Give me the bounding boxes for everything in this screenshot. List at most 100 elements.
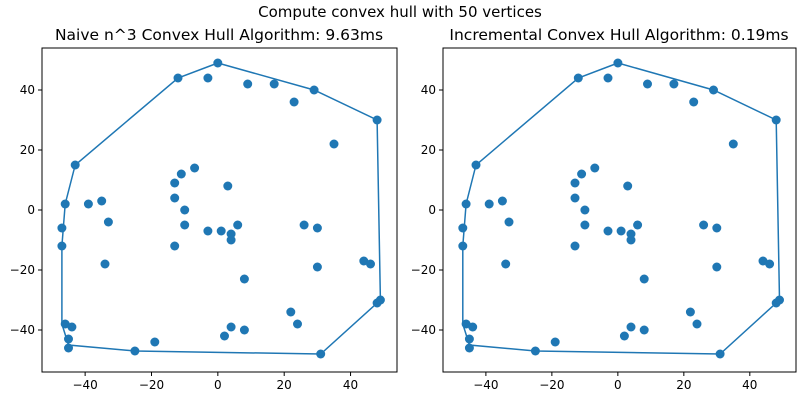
data-point [504, 217, 514, 227]
x-tick-label: 0 [214, 378, 222, 392]
data-point [239, 325, 249, 335]
y-tick-label: 20 [421, 143, 436, 157]
data-point [83, 199, 93, 209]
x-tick-label: 20 [676, 378, 691, 392]
data-point [220, 331, 229, 341]
data-point [570, 241, 580, 251]
data-point [619, 331, 629, 341]
data-point [728, 139, 738, 149]
data-point [170, 241, 180, 251]
chart-incremental: Incremental Convex Hull Algorithm: 0.19m… [411, 26, 797, 392]
data-point [57, 241, 67, 251]
chart-title: Incremental Convex Hull Algorithm: 0.19m… [449, 26, 788, 44]
data-point [203, 73, 213, 83]
plot-frame [41, 47, 398, 373]
data-point [67, 322, 77, 332]
y-tick-label: −20 [411, 263, 436, 277]
data-point [173, 73, 183, 83]
data-point [570, 178, 580, 188]
y-tick-label: 40 [20, 83, 35, 97]
data-point [550, 337, 560, 347]
data-point [312, 223, 322, 233]
data-point [64, 343, 73, 353]
data-point [372, 115, 382, 125]
data-point [464, 343, 474, 353]
data-point [190, 163, 200, 173]
data-point [580, 205, 590, 215]
data-point [100, 259, 110, 269]
data-point [329, 139, 339, 149]
data-point [213, 58, 223, 68]
data-point [685, 307, 695, 317]
data-point [709, 85, 718, 95]
data-point [180, 220, 190, 230]
data-point [70, 160, 80, 170]
data-point [180, 205, 190, 215]
data-point [375, 295, 385, 305]
data-point [216, 226, 226, 236]
x-tick-label: −20 [139, 378, 164, 392]
data-point [643, 79, 652, 89]
data-point [458, 241, 468, 251]
data-point [689, 97, 699, 107]
data-point [269, 79, 279, 89]
x-tick-label: −40 [72, 378, 97, 392]
data-point [613, 58, 623, 68]
figure-title: Compute convex hull with 50 vertices [258, 3, 542, 21]
data-point [366, 259, 375, 269]
data-point [626, 322, 636, 332]
data-point [712, 262, 722, 272]
x-tick-label: 40 [742, 378, 757, 392]
hull-line-group [462, 62, 781, 355]
chart-naive: Naive n^3 Convex Hull Algorithm: 9.63ms … [10, 26, 398, 392]
data-point [715, 349, 725, 359]
plot-frame [442, 47, 797, 373]
data-point [289, 97, 299, 107]
data-point [170, 193, 180, 203]
data-point [577, 169, 587, 179]
data-point [239, 274, 249, 284]
data-point [573, 73, 583, 83]
data-point [233, 220, 243, 230]
data-point [775, 295, 784, 305]
data-point [590, 163, 600, 173]
y-tick-label: −40 [411, 323, 436, 337]
data-point [633, 220, 643, 230]
y-tick-label: −40 [10, 323, 35, 337]
y-tick-label: −20 [10, 263, 35, 277]
data-point [299, 220, 309, 230]
y-tick-label: 0 [428, 203, 436, 217]
data-point [170, 178, 180, 188]
points-group [458, 58, 784, 359]
y-tick-label: 0 [27, 203, 35, 217]
data-point [57, 223, 67, 233]
hull-line [61, 62, 382, 355]
data-point [309, 85, 319, 95]
data-point [626, 235, 636, 245]
axis-ticks: −40 −20 0 20 40 −40 −20 0 20 40 [411, 83, 758, 392]
axis-ticks: −40 −20 0 20 40 −40 −20 0 20 40 [10, 83, 359, 392]
data-point [484, 199, 494, 209]
y-tick-label: 40 [421, 83, 436, 97]
data-point [623, 181, 633, 191]
data-point [639, 325, 649, 335]
data-point [458, 223, 468, 233]
data-point [765, 259, 775, 269]
data-point [639, 274, 649, 284]
data-point [771, 115, 781, 125]
data-point [461, 199, 471, 209]
x-tick-label: −20 [539, 378, 564, 392]
data-point [312, 262, 322, 272]
hull-line [462, 62, 781, 355]
data-point [316, 349, 326, 359]
data-point [130, 346, 140, 356]
x-tick-label: 0 [614, 378, 622, 392]
data-point [64, 334, 73, 344]
data-point [616, 226, 626, 236]
data-point [60, 319, 70, 329]
x-tick-label: 20 [277, 378, 292, 392]
data-point [226, 322, 236, 332]
data-point [60, 199, 70, 209]
data-point [464, 334, 474, 344]
